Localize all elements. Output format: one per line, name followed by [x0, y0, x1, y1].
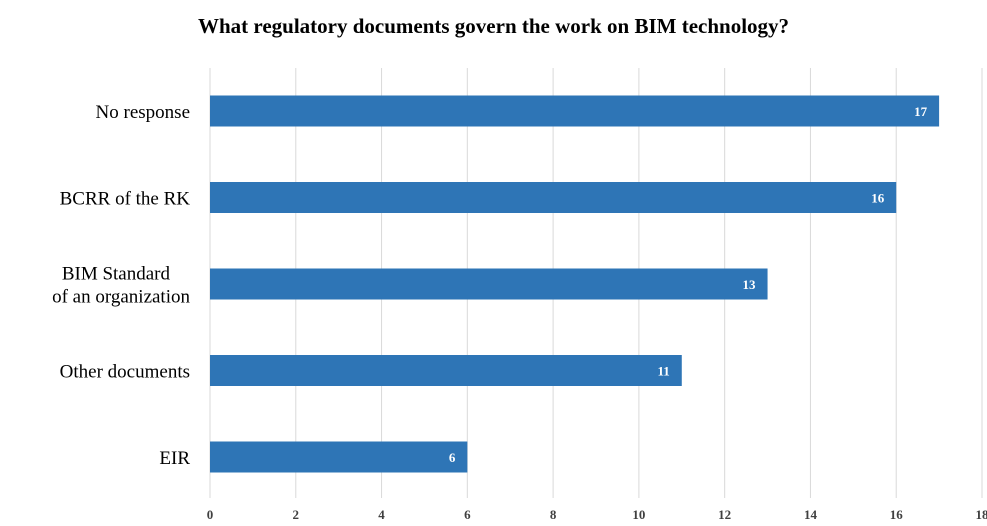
bar [210, 95, 940, 127]
bar [210, 182, 897, 213]
data-label: 13 [743, 277, 757, 292]
category-label-line: BIM Standard [62, 264, 171, 285]
x-tick-label: 2 [293, 507, 300, 522]
category-label-line: EIR [159, 448, 190, 469]
x-tick-label: 4 [378, 507, 385, 522]
data-label: 11 [657, 364, 669, 379]
x-tick-label: 0 [207, 507, 214, 522]
category-label: BIM Standard of an organization [52, 264, 190, 308]
x-tick-label: 12 [718, 507, 731, 522]
bar [210, 441, 468, 473]
x-tick-label: 16 [890, 507, 904, 522]
category-label-line: Other documents [60, 362, 190, 383]
category-labels: No response BCRR of the RK BIM Standard of … [52, 102, 190, 469]
chart-title: What regulatory documents govern the wor… [197, 14, 790, 38]
bar [210, 355, 682, 386]
data-label: 17 [914, 104, 928, 119]
x-tick-label: 6 [464, 507, 471, 522]
x-tick-label: 8 [550, 507, 557, 522]
bars: 17 16 13 11 6 [210, 95, 940, 473]
category-label-line: No response [96, 102, 190, 123]
x-axis-tick-labels: 0 2 4 6 8 10 12 14 16 18 [207, 507, 987, 522]
data-label: 16 [871, 191, 885, 206]
category-label: No response [96, 102, 190, 123]
category-label-line: of an organization [52, 287, 190, 308]
bar [210, 268, 768, 300]
data-label: 6 [449, 450, 456, 465]
category-label-line: BCRR of the RK [60, 189, 191, 210]
x-tick-label: 14 [804, 507, 818, 522]
category-label: Other documents [60, 362, 190, 383]
category-label: BCRR of the RK [60, 189, 191, 210]
x-tick-label: 10 [632, 507, 645, 522]
x-tick-label: 18 [976, 507, 987, 522]
category-label: EIR [159, 448, 190, 469]
